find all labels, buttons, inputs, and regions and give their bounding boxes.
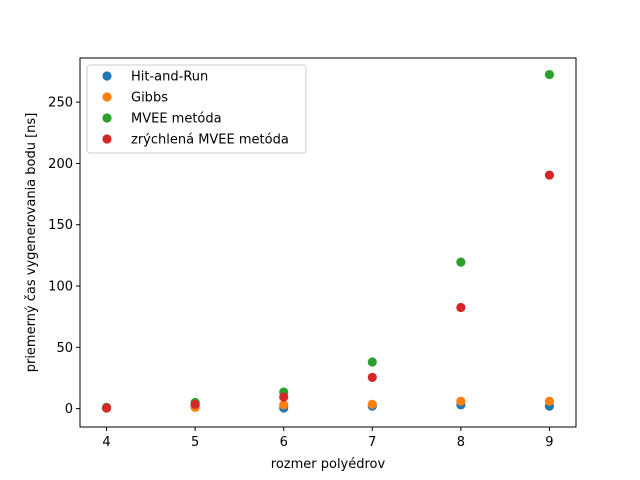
data-point-series-2: [367, 399, 377, 409]
plot-frame: [79, 57, 577, 428]
y-tick-label: 150: [48, 218, 73, 233]
x-tick-label: 7: [368, 435, 376, 450]
data-point-series-3: [544, 69, 555, 80]
data-point-series-4: [456, 302, 466, 313]
data-point-series-4: [544, 170, 555, 180]
legend-label: MVEE metóda: [131, 112, 222, 127]
y-tick-label: 100: [48, 280, 73, 295]
x-tick-label: 8: [457, 435, 465, 450]
legend-marker: [102, 134, 112, 144]
x-tick-label: 9: [545, 435, 553, 450]
x-tick-label: 4: [102, 435, 110, 450]
x-axis-ticks: 4 5 6 7 8 9: [102, 427, 554, 450]
data-point-series-3: [367, 357, 377, 367]
data-point-series-2: [456, 396, 466, 406]
y-tick-label: 200: [48, 157, 73, 172]
legend-label: Gibbs: [131, 91, 168, 106]
y-tick-label: 250: [48, 96, 73, 111]
data-point-series-4: [101, 403, 112, 413]
x-axis-label: rozmer polyédrov: [271, 457, 386, 472]
data-point-series-3: [456, 257, 466, 267]
y-tick-label: 0: [65, 402, 73, 417]
legend-label: zrýchlená MVEE metóda: [131, 133, 289, 148]
legend-box: [86, 64, 307, 154]
y-tick-label: 50: [56, 341, 73, 356]
legend-marker: [102, 113, 112, 123]
data-point-series-2: [279, 400, 289, 410]
legend-label: Hit-and-Run: [131, 70, 208, 85]
x-tick-label: 6: [280, 435, 288, 450]
legend: Hit-and-Run Gibbs MVEE metóda zrýchlená MVE…: [86, 64, 307, 154]
data-point-series-4: [190, 399, 200, 409]
y-axis-ticks: 0 50 100 150 200 250: [48, 96, 80, 417]
legend-marker: [102, 71, 112, 81]
y-axis-label: priemerný čas vygenerovania bodu [ns]: [24, 113, 39, 373]
data-point-series-2: [544, 396, 555, 406]
data-point-series-4: [279, 392, 289, 402]
data-point-series-4: [367, 372, 377, 382]
data-points: [101, 69, 555, 413]
legend-marker: [102, 92, 112, 102]
x-tick-label: 5: [191, 435, 199, 450]
